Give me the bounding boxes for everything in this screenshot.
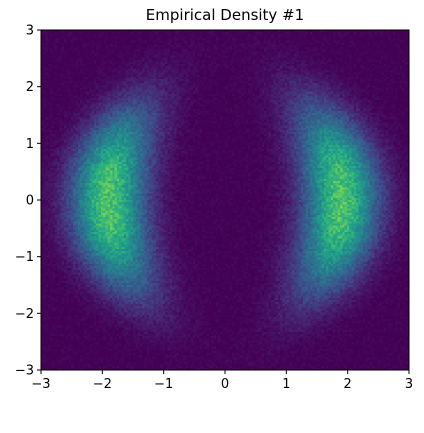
x-tick-label: 3 [405,377,413,392]
chart-title: Empirical Density #1 [146,6,304,24]
x-tick-label: −2 [93,377,112,392]
y-tick-label: 1 [26,137,34,152]
heatmap-image [41,30,409,370]
y-tick-label: −2 [15,307,34,322]
y-tick-label: −1 [15,250,34,265]
x-tick-label: 1 [282,377,290,392]
y-tick-label: 0 [26,194,34,209]
y-tick-label: −3 [15,364,34,379]
y-tick-label: 2 [26,80,34,95]
x-tick-label: −1 [154,377,173,392]
y-axis: −3 −2 −1 0 1 2 3 [15,24,41,379]
x-tick-label: 2 [344,377,352,392]
plot-area [40,29,410,371]
y-tick-label: 3 [26,24,34,39]
x-axis: −3 −2 −1 0 1 2 3 [31,370,413,392]
x-tick-label: 0 [221,377,229,392]
x-tick-label: −3 [31,377,50,392]
